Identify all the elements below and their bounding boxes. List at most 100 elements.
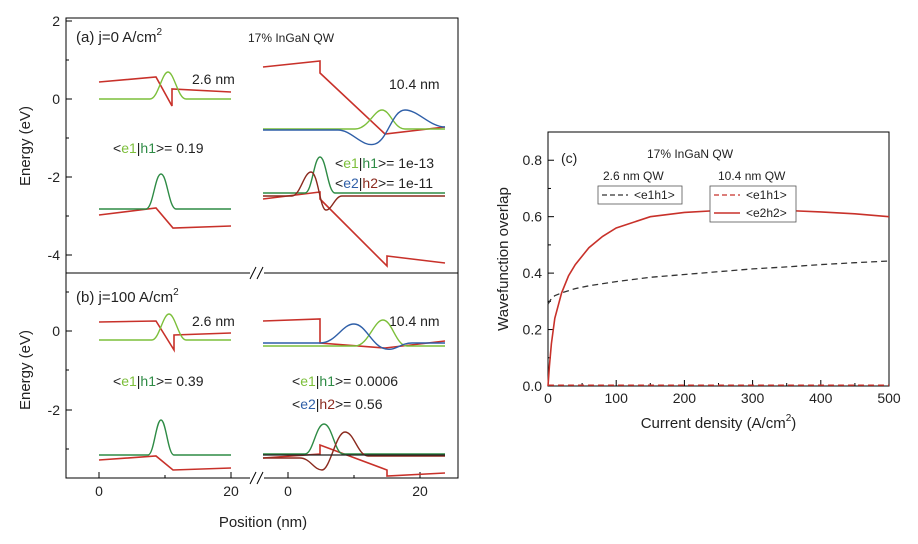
separator: |	[359, 155, 363, 171]
x-tick-label: 300	[741, 390, 765, 406]
legend-label-wide-e1h1: <e1h1>	[746, 188, 787, 202]
hole-state: h1	[140, 373, 156, 389]
panel-a-energy-axis-label: Energy (eV)	[17, 106, 34, 186]
panel-a-wide-h1-wavefunction	[263, 156, 445, 194]
position-axis-label: Position (nm)	[219, 514, 307, 531]
panel-a-narrow-electron-wavefunction	[99, 71, 231, 100]
panel-b-narrow-width-label: 2.6 nm	[192, 313, 235, 329]
position-tick-label: 0	[95, 483, 103, 499]
x-tick-label: 500	[877, 390, 901, 406]
overlap-value: >= 0.56	[335, 396, 383, 412]
series-narrow-e1h1	[547, 260, 890, 305]
panel-b-wide-width-label: 10.4 nm	[389, 313, 440, 329]
panel-b-label-text: (b) j=100 A/cm	[76, 289, 173, 306]
hole-state: h1	[362, 155, 378, 171]
separator: |	[359, 175, 363, 191]
panel-a-ytick-label: -4	[48, 247, 61, 263]
hole-state: h2	[362, 175, 378, 191]
y-tick-label: 0.4	[523, 265, 543, 281]
panel-b-wide-h2-wavefunction	[263, 431, 445, 471]
panel-b-overlap-wide-2: <e2|h2>= 0.56	[292, 396, 383, 412]
panel-b-overlap-wide-1: <e1|h1>= 0.0006	[292, 373, 398, 389]
separator: |	[137, 373, 141, 389]
panel-a-wide-width-label: 10.4 nm	[389, 76, 440, 92]
panel-a-y-ticks: 2 0 -2 -4	[48, 13, 72, 263]
legend-box-narrow	[597, 185, 683, 205]
position-tick-label: 20	[412, 483, 428, 499]
legend-label-narrow-e1h1: <e1h1>	[634, 188, 675, 202]
panel-a-wide-h2-wavefunction	[263, 171, 445, 211]
bra: <	[335, 175, 343, 191]
panel-b-label: (b) j=100 A/cm2	[76, 287, 179, 306]
panel-b-wide-h1-wavefunction	[263, 423, 445, 455]
axis-break-middle	[249, 266, 264, 280]
panel-a-ytick-label: 0	[52, 91, 60, 107]
panel-a-ytick-label: 2	[52, 13, 60, 29]
y-tick-label: 0.8	[523, 152, 543, 168]
position-tick-label: 20	[223, 483, 239, 499]
panel-b-wide-valence-band	[262, 443, 446, 477]
panel-a-overlap-wide-2: <e2|h2>= 1e-11	[335, 175, 433, 191]
bra: <	[292, 396, 300, 412]
overlap-value: >= 0.0006	[335, 373, 398, 389]
panel-a-wide-valence-band	[262, 191, 446, 268]
panel-b-label-sup: 2	[173, 287, 179, 298]
separator: |	[316, 396, 320, 412]
panel-b-ytick-label: 0	[52, 323, 60, 339]
panel-a-title: 17% InGaN QW	[248, 31, 335, 45]
panel-a-wide-e1-wavefunction	[263, 109, 445, 130]
overlap-axis-label: Wavefunction overlap	[495, 187, 512, 331]
series-wide-e2h2	[547, 209, 890, 387]
x-tick-label: 0	[544, 390, 552, 406]
panel-a-ytick-label: -2	[48, 169, 61, 185]
x-tick-label: 100	[605, 390, 629, 406]
separator: |	[137, 140, 141, 156]
panel-a-wide-e2-wavefunction	[263, 109, 446, 146]
overlap-x-ticks: 0 100 200 300 400 500	[544, 380, 901, 406]
xlabel-sup: 2	[786, 413, 792, 424]
y-tick-label: 0.6	[523, 209, 543, 225]
electron-state: e2	[343, 175, 359, 191]
electron-state: e2	[300, 396, 316, 412]
chart-panel-label: (c)	[561, 150, 577, 166]
chart-title: 17% InGaN QW	[647, 147, 734, 161]
panel-a-narrow-width-label: 2.6 nm	[192, 71, 235, 87]
legend-label-wide-e2h2: <e2h2>	[746, 206, 787, 220]
x-tick-label: 400	[809, 390, 833, 406]
separator: |	[316, 373, 320, 389]
overlap-series	[547, 209, 890, 387]
axis-break-bottom	[249, 471, 264, 485]
hole-state: h2	[319, 396, 335, 412]
panel-a-wide-conduction-band	[262, 60, 446, 135]
bra: <	[113, 140, 121, 156]
panel-a-overlap-narrow: <e1|h1>= 0.19	[113, 140, 204, 156]
panel-b-narrow-conduction-band	[98, 320, 232, 353]
panel-a-label: (a) j=0 A/cm2	[76, 27, 162, 46]
panel-b-overlap-narrow: <e1|h1>= 0.39	[113, 373, 204, 389]
overlap-chart: 0 100 200 300 400 500 0.0 0.2 0.4 0.6 0.8 Current…	[495, 131, 901, 432]
legend-group-narrow: 2.6 nm QW	[603, 169, 664, 183]
legend-group-wide: 10.4 nm QW	[718, 169, 786, 183]
panel-b-narrow-electron-wavefunction	[99, 313, 231, 341]
electron-state: e1	[343, 155, 359, 171]
band-diagram-figure: 2 0 -2 -4 0 -2 0 20 0 20	[17, 13, 459, 531]
panel-b-ytick-label: -2	[48, 402, 61, 418]
overlap-value: >= 0.19	[156, 140, 204, 156]
electron-state: e1	[300, 373, 316, 389]
panel-a-narrow-valence-band	[98, 207, 232, 229]
xlabel-text: Current density (A/cm	[641, 415, 786, 432]
x-tick-label: 200	[673, 390, 697, 406]
panel-a-label-text: (a) j=0 A/cm	[76, 29, 156, 46]
hole-state: h1	[319, 373, 335, 389]
panel-b-wide-e2-wavefunction	[263, 323, 445, 351]
position-tick-label: 0	[284, 483, 292, 499]
panel-a-narrow-conduction-band	[98, 76, 232, 107]
overlap-value: >= 0.39	[156, 373, 204, 389]
y-tick-label: 0.2	[523, 322, 543, 338]
overlap-value: >= 1e-11	[378, 175, 433, 191]
bra: <	[113, 373, 121, 389]
position-x-ticks: 0 20 0 20	[95, 472, 428, 499]
overlap-y-ticks: 0.0 0.2 0.4 0.6 0.8	[523, 152, 554, 394]
hole-state: h1	[140, 140, 156, 156]
